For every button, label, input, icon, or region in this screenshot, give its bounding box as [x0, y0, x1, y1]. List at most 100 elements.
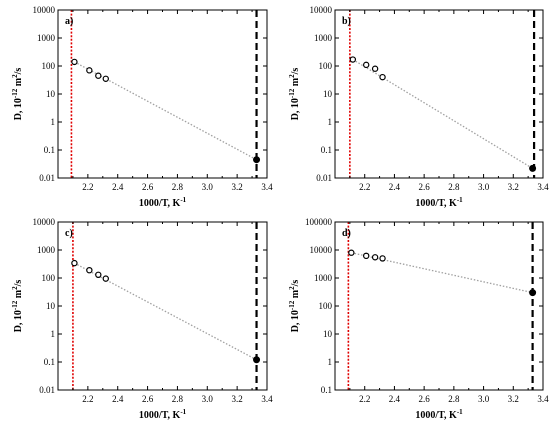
x-tick-label: 3.2: [232, 182, 243, 192]
y-axis-label: D, 10-12 m2/s: [11, 280, 24, 333]
filled-data-point: [529, 289, 537, 297]
open-data-point: [102, 275, 109, 282]
x-tick-label: 2.2: [359, 182, 370, 192]
y-tick-label: 1: [51, 117, 56, 127]
open-data-point: [71, 259, 78, 267]
chart-panel: 2.2 2.4 2.6 2.8 3.0 3.2 3.4 0.01 0.1 1 10 100 1000 10…: [11, 217, 273, 421]
open-data-point: [363, 252, 370, 260]
panel-label: a): [65, 16, 73, 27]
open-data-point: [371, 65, 379, 72]
y-axis-label-tail: /s: [290, 280, 301, 288]
open-data-point: [86, 266, 93, 274]
filled-data-point: [529, 164, 537, 172]
y-tick-label: 0.1: [44, 357, 55, 367]
y-tick-label: 1000: [314, 33, 333, 43]
x-tick-label: 3.4: [537, 182, 549, 192]
trend-line: [351, 252, 533, 294]
x-tick-label: 2.6: [142, 394, 154, 404]
y-tick-label: 10: [323, 329, 333, 339]
y-axis-label-unit-exponent: 2: [288, 74, 296, 78]
x-tick-label: 2.8: [448, 182, 460, 192]
x-axis-label: 1000/T, K-1: [139, 408, 187, 421]
plot-frame: [334, 221, 544, 391]
x-axis-label: 1000/T, K-1: [415, 408, 463, 421]
y-tick-label: 10000: [33, 5, 56, 15]
y-axis-label: D, 10-12 m2/s: [288, 280, 301, 333]
y-axis-label: D, 10-12 m2/s: [11, 68, 24, 121]
y-axis-label-exponent: -12: [288, 88, 296, 98]
open-data-point: [86, 67, 93, 74]
x-tick-label: 2.2: [359, 394, 370, 404]
y-axis-label-exponent: -12: [288, 300, 296, 310]
x-tick-label: 3.2: [232, 394, 243, 404]
x-axis-label-exponent: -1: [457, 408, 463, 416]
panel-label: b): [342, 16, 351, 27]
y-axis-label-exponent: -12: [11, 88, 19, 98]
open-data-point: [363, 61, 370, 69]
x-tick-label: 2.6: [419, 394, 431, 404]
panel-label: c): [65, 228, 73, 239]
open-data-point: [95, 271, 102, 279]
y-axis-label-unit: m: [290, 289, 301, 301]
x-axis-label-exponent: -1: [457, 196, 463, 204]
y-tick-label: 1000: [314, 273, 333, 283]
x-tick-label: 2.8: [448, 394, 460, 404]
y-axis-label-unit: m: [13, 289, 24, 301]
y-axis-label-tail: /s: [290, 68, 301, 76]
y-axis-label-exponent: -12: [11, 300, 19, 310]
y-tick-label: 10000: [310, 245, 333, 255]
x-tick-label: 3.4: [261, 394, 273, 404]
trend-line: [74, 61, 257, 161]
x-axis-label: 1000/T, K-1: [139, 196, 187, 209]
y-tick-label: 10: [323, 89, 333, 99]
x-tick-label: 2.6: [142, 182, 154, 192]
y-axis-label-unit-exponent: 2: [11, 286, 19, 290]
plot-frame: [57, 9, 268, 179]
y-tick-label: 0.1: [44, 145, 55, 155]
open-data-point: [348, 249, 355, 256]
x-tick-label: 2.2: [82, 182, 93, 192]
open-data-point: [379, 255, 386, 262]
x-axis-label: 1000/T, K-1: [415, 196, 463, 209]
y-tick-label: 0.01: [316, 173, 332, 183]
y-tick-label: 1000: [37, 245, 56, 255]
y-axis-label-unit-exponent: 2: [288, 286, 296, 290]
y-axis-label-tail: /s: [13, 280, 24, 288]
y-tick-label: 10000: [33, 217, 56, 227]
x-tick-label: 2.4: [389, 394, 401, 404]
y-tick-label: 1: [328, 117, 333, 127]
plot-frame: [334, 9, 544, 179]
y-axis-label-tail: /s: [13, 68, 24, 76]
x-tick-label: 3.4: [537, 394, 549, 404]
open-data-point: [349, 56, 357, 63]
trend-line: [74, 262, 257, 361]
y-tick-label: 100000: [305, 217, 333, 227]
open-data-point: [102, 75, 109, 82]
x-tick-label: 3.2: [508, 394, 519, 404]
y-tick-label: 0.1: [321, 145, 332, 155]
x-tick-label: 3.0: [202, 394, 214, 404]
chart-panel: 2.2 2.4 2.6 2.8 3.0 3.2 3.4 0.1 1 10 100 1000 10000 1…: [288, 217, 549, 421]
y-tick-label: 0.1: [321, 385, 332, 395]
open-data-point: [95, 72, 102, 79]
filled-data-point: [253, 356, 261, 364]
x-tick-label: 2.6: [419, 182, 431, 192]
x-tick-label: 2.4: [112, 394, 124, 404]
y-tick-label: 10000: [310, 5, 333, 15]
y-tick-label: 0.01: [39, 173, 55, 183]
open-data-point: [71, 58, 78, 66]
y-axis-label-unit-exponent: 2: [11, 74, 19, 78]
x-tick-label: 3.4: [261, 182, 273, 192]
trend-line: [352, 58, 533, 169]
x-tick-label: 2.4: [112, 182, 124, 192]
x-tick-label: 3.0: [478, 182, 490, 192]
open-data-point: [371, 254, 379, 261]
y-tick-label: 1000: [37, 33, 56, 43]
x-tick-label: 3.2: [508, 182, 519, 192]
x-tick-label: 3.0: [478, 394, 490, 404]
panel-label: d): [342, 228, 351, 239]
y-tick-label: 10: [46, 89, 56, 99]
y-tick-label: 10: [46, 301, 56, 311]
x-tick-label: 2.2: [82, 394, 93, 404]
